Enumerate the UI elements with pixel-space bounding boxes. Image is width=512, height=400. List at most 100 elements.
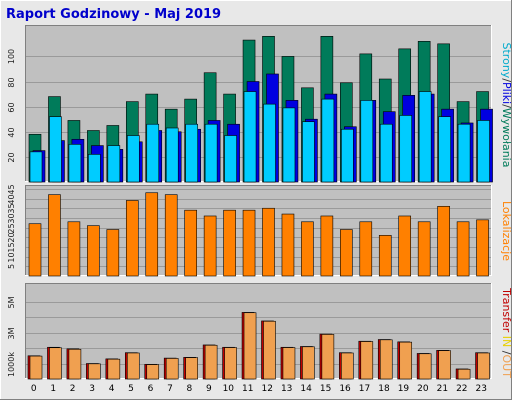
bar-out-15 [321,334,335,380]
bar-strony-7 [165,127,179,183]
bar-strony-0 [29,151,43,183]
legend-item: Pliki [500,82,512,104]
y-tick-label: 40 [7,194,16,204]
y-tick-label: 100 [7,49,16,64]
x-tick-label-5: 5 [128,384,134,394]
bar-strony-10 [224,135,237,183]
bar-sites-2 [67,221,81,277]
bar-out-8 [185,357,198,380]
bar-out-21 [438,350,451,380]
x-tick-label-6: 6 [148,384,154,394]
bar-strony-17 [360,100,374,183]
legend-item: / [500,78,512,82]
x-tick-label-17: 17 [359,384,370,394]
x-tick-label-8: 8 [187,384,193,394]
x-tick-label-18: 18 [378,384,390,394]
x-tick-label-9: 9 [206,384,212,394]
bar-strony-23 [477,120,490,183]
bar-strony-18 [379,123,393,183]
bar-sites-18 [378,235,392,277]
bar-strony-2 [68,144,82,183]
bar-strony-9 [204,123,218,183]
y-tick-label: 80 [7,77,16,87]
transfer-panel: 1000k 3M 5M [7,283,492,380]
bar-strony-11 [243,91,257,183]
bar-sites-15 [320,215,334,277]
legend-item: Strony [500,43,512,79]
bar-sites-5 [125,200,139,277]
bar-out-17 [360,341,374,380]
legend-transfer-in-out: Transfer IN /OUT [500,287,512,378]
y-tick-label: 45 [7,184,16,194]
bar-strony-1 [49,116,62,183]
legend-pages-files-hits: Strony/Pliki/Wywołania [500,43,512,168]
y-tick-label: 40 [7,127,16,137]
bar-out-7 [165,358,179,380]
bar-out-19 [399,341,413,380]
bar-sites-19 [398,215,412,277]
x-tick-label-1: 1 [50,384,56,394]
x-tick-label-20: 20 [417,384,429,394]
y-tick-label: 20 [7,232,16,242]
bar-strony-4 [107,145,121,183]
y-tick-label: 3M [7,327,16,339]
x-tick-label-22: 22 [456,384,467,394]
bar-out-12 [263,320,276,380]
bar-out-6 [146,364,160,380]
bar-sites-7 [164,194,178,277]
bar-sites-8 [184,209,197,277]
plot-area [25,283,492,379]
legend-sites: Lokalizacje [500,201,512,261]
bar-sites-14 [301,221,314,277]
bar-out-18 [379,339,393,380]
bar-sites-0 [28,223,42,277]
bar-strony-13 [282,107,296,183]
legend-item: Transfer [500,287,512,333]
bar-out-16 [341,352,354,380]
x-tick-label-3: 3 [89,384,95,394]
legend-item: OUT [500,354,512,378]
bar-sites-17 [359,221,373,277]
bar-sites-4 [106,229,120,277]
y-tick-label: 20 [7,152,16,162]
bar-out-2 [68,348,82,380]
hour-axis-labels: 0 1 2 3 4 5 6 7 8 9 10 11 12 13 14 15 16 17 18 19 20 21 22 23 [31,384,487,394]
bar-out-23 [477,352,490,380]
x-tick-label-11: 11 [242,384,253,394]
bar-out-3 [88,363,101,380]
chart-title: Raport Godzinowy - Maj 2019 [6,7,221,22]
bar-out-5 [126,352,140,380]
bar-sites-22 [456,221,470,277]
y-tick-label: 35 [7,203,16,213]
x-tick-label-0: 0 [31,384,37,394]
bar-out-9 [204,344,218,380]
x-tick-label-2: 2 [70,384,76,394]
bar-sites-11 [242,209,256,277]
bar-sites-3 [87,225,100,277]
bar-strony-6 [146,123,160,183]
bar-sites-10 [223,209,236,277]
y-tick-label: 5M [7,296,16,308]
y-tick-label: 25 [7,223,16,233]
bar-out-13 [282,347,296,380]
bar-strony-20 [418,91,432,183]
y-tick-label: 15 [7,242,16,252]
bar-sites-21 [437,205,450,277]
bar-out-1 [49,347,62,380]
y-tick-label: 1000k [7,352,16,377]
bar-strony-19 [399,115,413,183]
x-tick-label-14: 14 [300,384,312,394]
bar-sites-1 [48,194,61,277]
legend-item: Wywołania [500,108,512,168]
bar-strony-12 [263,103,276,183]
bar-sites-23 [476,219,489,277]
bar-sites-16 [340,229,353,277]
legend-item: / [500,104,512,108]
bar-sites-13 [281,213,295,277]
legend-item: Lokalizacje [500,201,512,261]
y-tick-label: 60 [7,102,16,112]
bar-strony-14 [302,121,315,183]
y-tick-label: 10 [7,252,16,262]
hits-files-pages-panel: 20 40 60 80 100 [7,25,493,183]
